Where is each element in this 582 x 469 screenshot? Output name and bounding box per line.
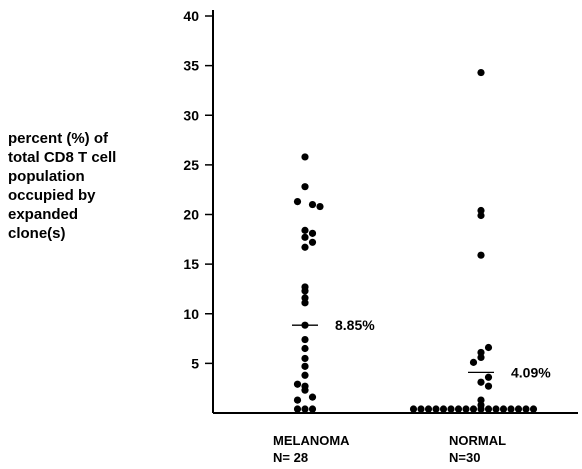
data-point-melanoma-9 [308, 238, 317, 246]
y-ticks: 5 10 15 20 25 30 35 40 [183, 8, 213, 371]
median-markers: 8.85% 4.09% [292, 317, 551, 380]
data-points [293, 68, 538, 413]
data-point-melanoma-21 [293, 380, 302, 388]
axes [212, 10, 578, 414]
y-axis-label-line-4: occupied by [8, 187, 96, 204]
data-point-melanoma-26 [301, 405, 309, 413]
data-point-normal-4 [477, 251, 485, 259]
data-point-melanoma-14 [301, 299, 309, 307]
y-axis-label: percent (%) of total CD8 T cell populati… [8, 129, 168, 243]
data-point-melanoma-10 [301, 243, 309, 251]
data-point-melanoma-13 [301, 294, 309, 302]
data-point-normal-19 [514, 405, 523, 413]
data-point-normal-2 [477, 206, 485, 215]
data-point-normal-8 [469, 358, 478, 366]
data-point-melanoma-3 [293, 197, 302, 206]
data-point-normal-17 [499, 405, 508, 413]
data-point-normal-28 [424, 405, 433, 413]
data-point-normal-25 [447, 405, 455, 413]
data-point-normal-12 [477, 396, 485, 404]
data-point-normal-30 [409, 405, 418, 413]
data-point-melanoma-23 [301, 386, 309, 394]
category-label-melanoma: MELANOMA N= 28 [273, 432, 350, 466]
data-point-normal-16 [492, 405, 500, 413]
y-tick-label-35: 35 [183, 58, 199, 74]
data-point-normal-10 [477, 378, 485, 386]
data-point-normal-21 [529, 405, 538, 413]
data-point-normal-29 [417, 405, 425, 413]
data-point-melanoma-8 [301, 233, 309, 241]
data-point-melanoma-18 [301, 354, 309, 363]
data-point-normal-24 [454, 405, 463, 413]
y-tick-label-25: 25 [183, 157, 199, 173]
data-point-normal-3 [477, 211, 485, 220]
data-point-normal-27 [432, 405, 440, 413]
category-n-melanoma: N= 28 [273, 450, 309, 465]
data-point-melanoma-20 [301, 371, 309, 379]
data-point-normal-23 [462, 405, 470, 413]
data-point-normal-9 [484, 373, 493, 381]
y-axis-label-line-3: population [8, 168, 85, 185]
category-name-melanoma: MELANOMA [273, 433, 350, 448]
median-label-normal: 4.09% [511, 364, 551, 380]
data-point-melanoma-16 [301, 335, 309, 344]
data-point-normal-14 [477, 405, 485, 413]
data-point-melanoma-6 [301, 226, 309, 234]
data-point-melanoma-19 [301, 362, 309, 370]
data-point-melanoma-7 [308, 229, 317, 237]
data-point-melanoma-2 [301, 183, 309, 191]
y-tick-label-30: 30 [183, 107, 199, 123]
data-point-melanoma-1 [301, 153, 309, 161]
y-tick-label-5: 5 [191, 355, 199, 371]
y-tick-label-20: 20 [183, 207, 199, 223]
data-point-normal-11 [484, 382, 493, 390]
data-point-melanoma-25 [293, 396, 302, 404]
data-point-melanoma-5 [316, 202, 324, 211]
data-point-normal-22 [469, 405, 478, 413]
y-axis-label-line-5: expanded [8, 206, 79, 223]
median-label-melanoma: 8.85% [335, 317, 375, 333]
y-tick-label-40: 40 [183, 8, 199, 24]
data-point-normal-6 [477, 348, 485, 357]
data-point-melanoma-17 [301, 344, 309, 353]
data-point-melanoma-12 [301, 287, 309, 295]
data-point-normal-26 [439, 405, 448, 413]
data-point-normal-18 [507, 405, 515, 413]
data-point-normal-20 [522, 405, 530, 413]
data-point-normal-7 [477, 353, 485, 362]
data-point-melanoma-28 [293, 405, 302, 413]
category-label-normal: NORMAL N=30 [449, 432, 506, 466]
y-axis-label-line-6: clone(s) [8, 225, 66, 242]
y-axis-label-line-2: total CD8 T cell [8, 149, 117, 166]
data-point-normal-15 [484, 405, 493, 413]
data-point-melanoma-24 [308, 393, 317, 401]
data-point-melanoma-27 [308, 405, 317, 413]
data-point-normal-1 [477, 68, 485, 77]
category-n-normal: N=30 [449, 450, 481, 465]
y-axis-label-line-1: percent (%) of [8, 130, 109, 147]
data-point-melanoma-4 [308, 200, 317, 209]
category-name-normal: NORMAL [449, 433, 507, 448]
data-point-normal-5 [484, 343, 493, 352]
y-tick-label-10: 10 [183, 306, 199, 322]
y-tick-label-15: 15 [183, 256, 199, 272]
